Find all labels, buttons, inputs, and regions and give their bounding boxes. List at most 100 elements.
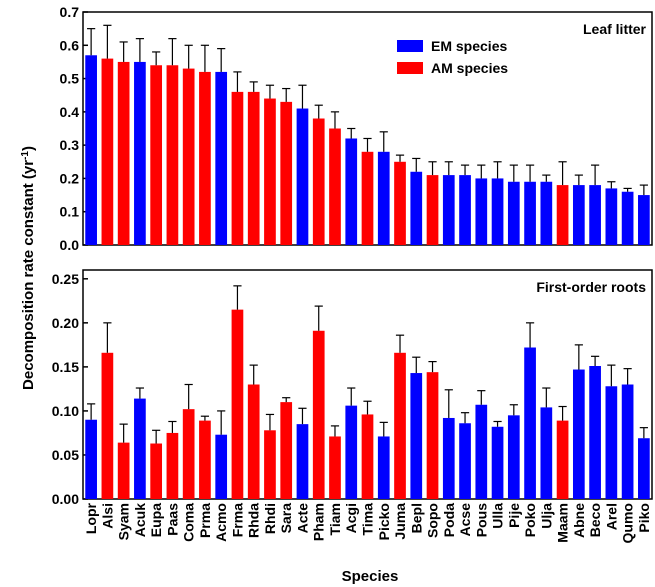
bar-leaf-prma — [199, 71, 211, 246]
bar-root-acse — [459, 423, 471, 499]
bar-root-poda — [442, 417, 455, 499]
x-tick-label-eupa: Eupa — [148, 503, 164, 537]
bar-root-paas — [166, 432, 179, 499]
legend-swatch-am — [397, 62, 423, 74]
x-tick-label-sara: Sara — [278, 503, 294, 534]
x-tick-label-pous: Pous — [473, 503, 489, 537]
y-axis-title: Decomposition rate constant (yr-1) — [20, 146, 38, 390]
bar-root-frma — [231, 309, 244, 499]
bar-leaf-poko — [524, 181, 536, 245]
x-tick-label-abne: Abne — [571, 503, 587, 538]
bar-leaf-acse — [459, 175, 471, 245]
bar-root-syam — [117, 442, 130, 499]
x-tick-label-tima: Tima — [360, 503, 376, 536]
y-tick-label-leaf: 0.1 — [60, 204, 80, 220]
bar-root-coma — [182, 409, 195, 499]
bar-root-ulja — [540, 407, 553, 499]
y-tick-label-root: 0.00 — [52, 491, 79, 507]
bar-root-qumo — [621, 384, 634, 499]
x-tick-label-pham: Pham — [311, 503, 327, 541]
bar-root-acuk — [134, 398, 146, 499]
panel-first-order-roots: First-order roots 0.00 0.05 0.10 0.15 0.20 0.… — [52, 269, 653, 543]
y-tick-label-leaf: 0.0 — [60, 237, 80, 253]
bar-root-abne — [572, 369, 585, 499]
bar-leaf-frma — [231, 91, 244, 245]
bar-root-picko — [377, 436, 390, 499]
bar-leaf-qumo — [621, 191, 634, 245]
bar-leaf-acte — [296, 108, 309, 246]
bar-leaf-sara — [280, 101, 293, 245]
x-tick-label-bepl: Bepl — [408, 503, 424, 533]
x-tick-label-prma: Prma — [197, 503, 213, 538]
bar-root-juma — [394, 352, 406, 499]
x-tick-label-acmo: Acmo — [213, 503, 229, 542]
x-tick-label-poko: Poko — [522, 503, 538, 537]
panel-leaf-litter: Leaf litter 0.0 0.1 0.2 0.3 0.4 0.5 0.6 0.7 — [60, 4, 653, 253]
bar-root-rhdi — [264, 430, 276, 499]
y-tick-label-root: 0.20 — [52, 315, 79, 331]
bar-leaf-ulja — [540, 181, 553, 245]
bar-leaf-pham — [312, 118, 325, 245]
x-tick-label-tiam: Tiam — [327, 503, 343, 535]
bar-root-sopo — [426, 372, 439, 499]
legend: EM species AM species — [397, 38, 508, 76]
bar-root-tiam — [329, 436, 341, 499]
bar-root-pham — [312, 330, 325, 499]
bar-root-acte — [296, 424, 309, 499]
x-tick-label-poda: Poda — [441, 503, 457, 537]
y-tick-label-root: 0.10 — [52, 403, 79, 419]
x-tick-label-sopo: Sopo — [425, 503, 441, 538]
x-tick-label-frma: Frma — [229, 503, 245, 537]
x-tick-label-ulla: Ulla — [490, 503, 506, 529]
legend-label-em: EM species — [431, 38, 507, 54]
x-tick-label-piko: Piko — [636, 503, 652, 533]
bar-leaf-rhda — [247, 91, 260, 245]
x-tick-label-pije: Pije — [506, 503, 522, 528]
y-tick-label-root: 0.25 — [52, 271, 79, 287]
bar-root-maam — [556, 420, 569, 499]
x-axis-title: Species — [342, 568, 399, 585]
x-tick-label-rhda: Rhda — [246, 503, 262, 538]
bar-root-bepl — [410, 373, 423, 499]
bar-root-piko — [638, 438, 650, 499]
bar-root-pous — [475, 404, 488, 499]
bar-root-rhda — [247, 384, 260, 499]
bar-leaf-ulla — [491, 178, 504, 245]
bar-leaf-pous — [475, 178, 488, 245]
bar-leaf-syam — [117, 61, 130, 245]
panel-title-leaf-litter: Leaf litter — [583, 21, 647, 37]
y-tick-label-root: 0.05 — [52, 447, 79, 463]
panel-title-first-order-roots: First-order roots — [536, 279, 646, 295]
x-tick-label-juma: Juma — [392, 503, 408, 540]
bar-root-lopr — [85, 419, 97, 499]
legend-swatch-em — [397, 40, 423, 52]
x-tick-label-beco: Beco — [587, 503, 603, 537]
x-tick-label-picko: Picko — [376, 503, 392, 540]
bar-leaf-piko — [638, 195, 650, 245]
bar-leaf-maam — [556, 185, 569, 245]
bar-root-pije — [507, 415, 520, 499]
x-tick-label-acgi: Acgi — [343, 503, 359, 533]
bar-root-tima — [361, 414, 374, 499]
legend-label-am: AM species — [431, 60, 508, 76]
bar-root-arel — [605, 386, 618, 499]
bar-leaf-rhdi — [264, 98, 276, 246]
y-tick-label-leaf: 0.3 — [60, 137, 80, 153]
bar-leaf-beco — [589, 185, 601, 245]
bar-root-alsi — [101, 352, 114, 499]
bar-leaf-arel — [605, 188, 618, 245]
x-tick-label-maam: Maam — [555, 503, 571, 543]
y-tick-label-leaf: 0.5 — [60, 71, 80, 87]
bar-leaf-abne — [572, 185, 585, 245]
bar-leaf-alsi — [101, 58, 114, 245]
bar-leaf-picko — [377, 151, 390, 245]
x-tick-label-paas: Paas — [164, 503, 180, 536]
x-tick-label-acte: Acte — [294, 503, 310, 534]
y-tick-label-root: 0.15 — [52, 359, 79, 375]
bar-root-poko — [524, 347, 536, 499]
bar-leaf-tiam — [329, 128, 341, 245]
x-tick-label-ulja: Ulja — [538, 503, 554, 529]
bar-root-prma — [199, 420, 211, 499]
x-tick-label-alsi: Alsi — [99, 503, 115, 529]
